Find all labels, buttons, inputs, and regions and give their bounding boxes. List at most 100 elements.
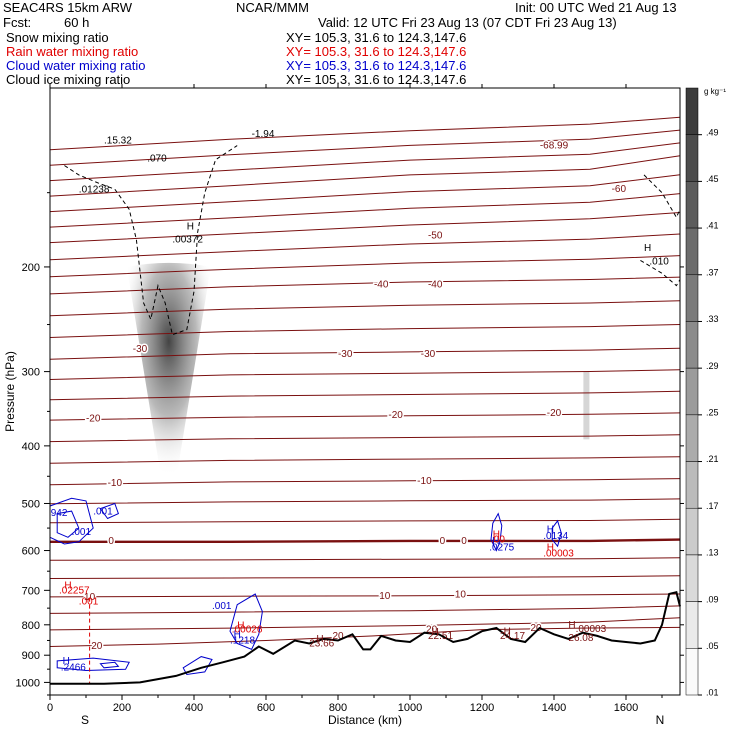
ice-label: .070 [147, 154, 167, 165]
cloud-label: .001 [93, 507, 113, 518]
colorbar-tick-label: .17 [706, 501, 719, 511]
temperature-label: -10 [108, 478, 123, 489]
cloud-contour [490, 512, 503, 552]
temperature-label: 20 [91, 641, 103, 652]
colorbar-swatch [685, 414, 699, 462]
temperature-contour [49, 390, 681, 401]
cloud-label: .001 [72, 527, 92, 538]
forecast-value: 60 h [64, 15, 90, 30]
rain-label: H [547, 543, 554, 554]
temperature-label: -30 [421, 349, 436, 360]
colorbar-swatch [685, 367, 699, 416]
y-tick-label: 200 [22, 262, 40, 274]
cloud-label: .1218 [230, 635, 255, 646]
temperature-contour [49, 276, 681, 295]
colorbar-swatch [685, 554, 699, 602]
temperature-label: 10 [84, 592, 96, 603]
cloud-label: H [234, 629, 241, 640]
rain-label: H [64, 580, 71, 591]
terrain-line [50, 590, 681, 685]
terrain-max-label: H [568, 620, 575, 631]
y-tick-label: 400 [22, 441, 40, 453]
rain-label: .02257 [59, 585, 90, 596]
temperature-contour [49, 324, 681, 338]
temperature-contour [49, 116, 681, 151]
temperature-label: 0 [108, 536, 114, 547]
colorbar-swatch [685, 181, 699, 229]
temperature-label: -10 [417, 476, 432, 487]
colorbar-swatch [685, 227, 699, 276]
terrain-max-label: H [432, 627, 439, 638]
x-tick-label: 1000 [398, 702, 422, 714]
x-tick-label: 1600 [614, 702, 638, 714]
snow-plume [126, 262, 211, 488]
temperature-contour [49, 369, 681, 380]
legend-label: Cloud ice mixing ratio [6, 72, 131, 87]
temperature-contour [49, 347, 681, 360]
x-tick-label: 200 [113, 702, 131, 714]
temperature-contour [49, 412, 681, 421]
forecast-label: Fcst: [3, 15, 32, 30]
temperature-contour [49, 129, 681, 166]
legend-label: Snow mixing ratio [6, 30, 109, 45]
plot-frame [49, 87, 681, 696]
colorbar-tick-label: .49 [706, 127, 719, 137]
temperature-contour [49, 593, 681, 598]
temperature-contour [49, 557, 681, 561]
init-time: Init: 00 UTC Wed 21 Aug 13 [515, 0, 677, 15]
temperature-contour [49, 434, 681, 443]
x-axis-label: Distance (km) [328, 713, 402, 727]
legend-label: Cloud water mixing ratio [6, 58, 146, 73]
terrain-max-label: 26.08 [568, 633, 593, 644]
temperature-label: 0 [440, 536, 446, 547]
colorbar-swatch [685, 274, 699, 322]
temperature-contour [49, 617, 681, 631]
temperature-contour [49, 142, 681, 182]
y-tick-label: 900 [22, 650, 40, 662]
y-tick-label: 600 [22, 546, 40, 558]
temperature-contour [49, 193, 681, 228]
temperature-contour [49, 518, 681, 524]
x-tick-label: 0 [47, 702, 53, 714]
colorbar-tick-label: .25 [706, 408, 719, 418]
cloud-label: 942 [51, 508, 68, 519]
legend-coordinates: XY= 105.3, 31.6 to 124.3,147.6 [286, 72, 467, 87]
temperature-label: -40 [428, 279, 443, 290]
colorbar-swatch [685, 461, 699, 509]
temperature-label: -20 [547, 408, 562, 419]
legend-label: Rain water mixing ratio [6, 44, 139, 59]
colorbar-swatch [685, 87, 699, 135]
rain-label: .00026 [232, 625, 263, 636]
cloud-label: H [63, 656, 70, 667]
ice-label: -1.94 [252, 129, 275, 140]
colorbar-swatch [685, 321, 699, 369]
colorbar-swatch [685, 507, 699, 556]
ice-label: H [644, 243, 651, 254]
colorbar-swatch [685, 648, 699, 696]
ice-label: .15.32 [104, 136, 132, 147]
temperature-label: 0 [461, 536, 467, 547]
temperature-label: -30 [338, 349, 353, 360]
ice-contour [643, 174, 681, 219]
temperature-label: 10 [379, 591, 391, 602]
temperature-label: 20 [530, 623, 542, 634]
temperature-contour [49, 255, 681, 278]
temperature-contour [49, 300, 681, 317]
temperature-contour [49, 626, 681, 647]
axis-end-label-north: N [656, 713, 665, 727]
colorbar-tick-label: .13 [706, 548, 719, 558]
temperature-contour [49, 174, 681, 213]
terrain-max-label: 23.66 [309, 638, 334, 649]
axis-end-label-south: S [81, 713, 89, 727]
temperature-contour [49, 498, 681, 505]
cloud-label: .0134 [543, 531, 568, 542]
ice-label: .01238 [79, 185, 110, 196]
temperature-contour [49, 233, 681, 261]
temperature-contour [49, 456, 681, 464]
cloud-label: .2466 [61, 663, 86, 674]
temperature-contour [49, 575, 681, 579]
cloud-label: H [492, 536, 499, 547]
terrain-max-label: H [316, 634, 323, 645]
cloud-label: H [547, 525, 554, 536]
